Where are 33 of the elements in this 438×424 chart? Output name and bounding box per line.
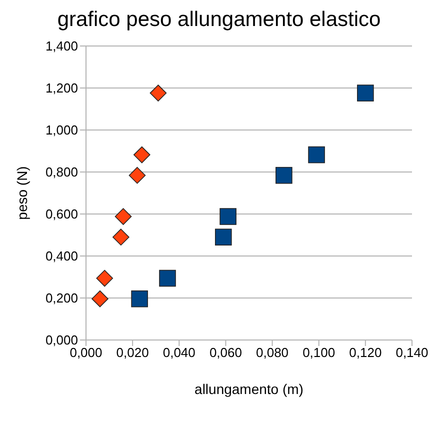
x-tick-label: 0,020 — [116, 345, 149, 360]
point — [159, 270, 176, 287]
x-axis-title: allungamento (m) — [194, 381, 304, 397]
x-tick-label: 0,100 — [302, 345, 336, 360]
point — [276, 166, 292, 184]
point — [150, 84, 167, 102]
point — [357, 84, 374, 102]
x-tick-label: 0,000 — [70, 345, 102, 360]
point — [131, 290, 148, 308]
y-tick-label: 0,400 — [45, 248, 78, 264]
y-tick-label: 1,400 — [45, 38, 78, 54]
y-tick-label: 1,000 — [45, 122, 78, 138]
point — [214, 228, 232, 246]
x-tick-label: 0,040 — [162, 345, 196, 360]
point — [308, 146, 325, 164]
y-tick-label: 1,200 — [45, 80, 78, 96]
point — [112, 228, 130, 246]
y-tick-label: 0,000 — [45, 332, 78, 348]
point — [92, 290, 108, 308]
y-tick-label: 0,200 — [45, 290, 78, 306]
point — [96, 270, 114, 287]
y-axis-title: peso (N) — [14, 166, 30, 220]
point — [128, 166, 146, 184]
point — [133, 146, 150, 164]
x-tick-label: 0,120 — [349, 345, 382, 360]
x-tick-label: 0,080 — [256, 345, 289, 360]
chart-title: grafico peso allungamento elastico — [56, 8, 382, 32]
x-tick-label: 0,060 — [209, 345, 242, 360]
point — [220, 208, 236, 225]
y-tick-label: 0,600 — [45, 206, 78, 222]
x-tick-label: 0,140 — [396, 345, 428, 360]
point — [114, 208, 132, 225]
y-tick-label: 0,800 — [45, 164, 78, 180]
